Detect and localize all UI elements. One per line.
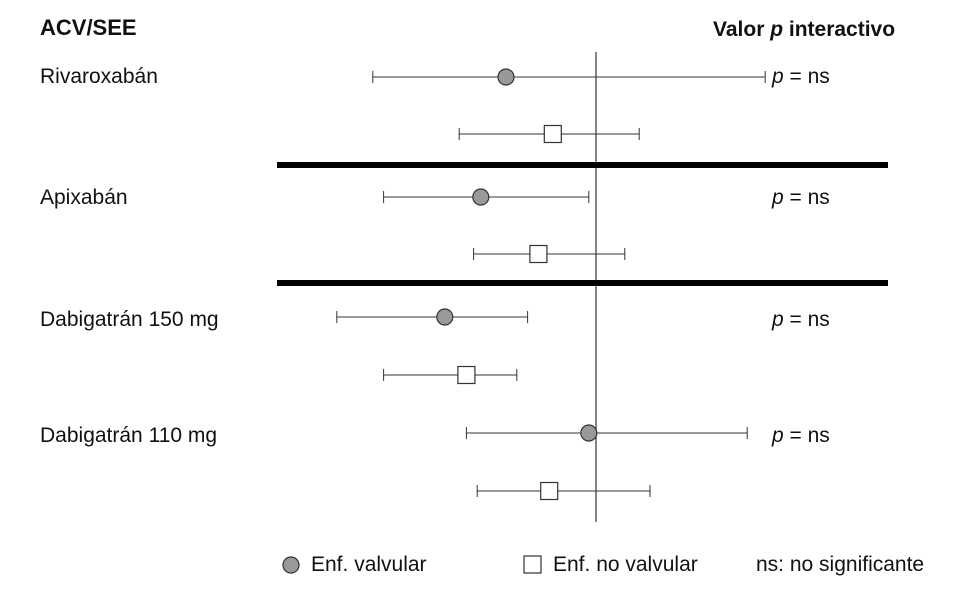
p-italic: p [772, 308, 784, 331]
point-valvular [497, 68, 515, 86]
p-value-rivaroxaban: p = ns [772, 66, 830, 87]
right-title-suffix: interactivo [783, 18, 896, 41]
p-value-text: = ns [783, 308, 830, 331]
legend-non-valvular-label: Enf. no valvular [553, 553, 698, 576]
p-italic: p [772, 65, 784, 88]
legend-valvular-symbol [282, 556, 300, 574]
point-valvular [472, 188, 490, 206]
p-value-text: = ns [783, 65, 830, 88]
p-value-apixaban: p = ns [772, 187, 830, 208]
p-value-dabigatran-110: p = ns [772, 425, 830, 446]
point-non-valvular [457, 365, 476, 385]
p-value-text: = ns [783, 186, 830, 209]
point-valvular [436, 308, 454, 326]
legend-ns-note: ns: no significante [756, 553, 925, 576]
point-non-valvular [543, 124, 562, 144]
group-label-apixaban: Apixabán [40, 186, 128, 209]
chart-left-title: ACV/SEE [40, 15, 137, 40]
group-label-dabigatran-150: Dabigatrán 150 mg [40, 308, 219, 331]
legend-valvular-label: Enf. valvular [311, 553, 427, 576]
point-valvular [580, 424, 598, 442]
p-italic: p [772, 186, 784, 209]
chart-right-title: Valor p interactivo [713, 19, 895, 40]
group-label-dabigatran-110: Dabigatrán 110 mg [40, 424, 218, 447]
point-non-valvular [529, 244, 548, 264]
p-italic: p [772, 424, 784, 447]
legend-non-valvular-symbol [523, 555, 542, 574]
point-non-valvular [540, 481, 559, 501]
p-value-dabigatran-150: p = ns [772, 309, 830, 330]
group-label-rivaroxaban: Rivaroxabán [40, 65, 158, 88]
right-title-prefix: Valor [713, 18, 771, 41]
p-value-text: = ns [783, 424, 830, 447]
right-title-p: p [770, 18, 784, 41]
